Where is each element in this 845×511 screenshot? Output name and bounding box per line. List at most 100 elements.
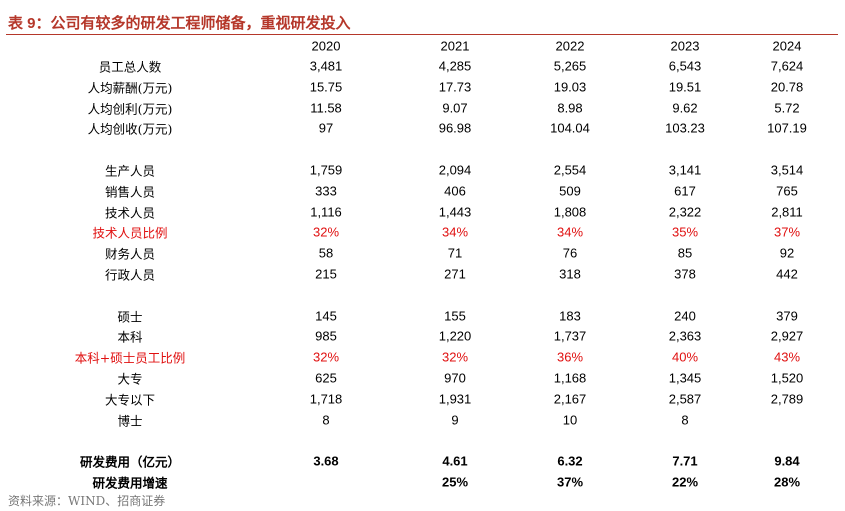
cell-value: 2,811 xyxy=(771,204,803,220)
row-label: 人均薪酬(万元) xyxy=(87,80,173,96)
column-header: 2022 xyxy=(555,38,585,54)
cell-value: 3,141 xyxy=(668,162,702,178)
cell-value: 4.61 xyxy=(442,453,468,469)
cell-value: 2,554 xyxy=(553,162,587,178)
cell-value: 985 xyxy=(315,328,337,344)
title-rule xyxy=(6,34,838,35)
row-label: 生产人员 xyxy=(104,163,156,179)
cell-value: 11.58 xyxy=(310,100,342,116)
row-label: 博士 xyxy=(117,413,143,429)
cell-value: 271 xyxy=(444,266,466,282)
row-label: 员工总人数 xyxy=(98,59,162,75)
cell-value: 3,481 xyxy=(309,58,343,74)
cell-value: 318 xyxy=(559,266,581,282)
cell-value: 92 xyxy=(779,245,795,261)
cell-value: 19.03 xyxy=(553,79,587,95)
cell-value: 1,345 xyxy=(668,370,702,386)
cell-value: 215 xyxy=(315,266,337,282)
cell-value: 40% xyxy=(671,349,699,365)
cell-value: 2,363 xyxy=(668,328,702,344)
cell-value: 2,322 xyxy=(668,204,702,220)
cell-value: 5,265 xyxy=(553,58,587,74)
cell-value: 183 xyxy=(559,308,581,324)
cell-value: 37% xyxy=(556,474,584,490)
cell-value: 1,718 xyxy=(309,391,343,407)
cell-value: 96.98 xyxy=(438,120,472,136)
cell-value: 19.51 xyxy=(668,79,702,95)
cell-value: 509 xyxy=(559,183,581,199)
cell-value: 1,808 xyxy=(553,204,587,220)
cell-value: 2,167 xyxy=(553,391,587,407)
cell-value: 4,285 xyxy=(438,58,472,74)
cell-value: 34% xyxy=(441,224,469,240)
cell-value: 617 xyxy=(674,183,696,199)
cell-value: 1,931 xyxy=(438,391,472,407)
cell-value: 1,220 xyxy=(438,328,472,344)
cell-value: 1,759 xyxy=(309,162,343,178)
row-label: 人均创收(万元) xyxy=(87,121,173,137)
row-label: 研发费用增速 xyxy=(92,475,168,491)
cell-value: 34% xyxy=(556,224,584,240)
cell-value: 22% xyxy=(671,474,699,490)
row-label: 研发费用（亿元） xyxy=(79,454,181,470)
cell-value: 145 xyxy=(315,308,337,324)
cell-value: 32% xyxy=(312,224,340,240)
cell-value: 378 xyxy=(674,266,696,282)
table-title: 表 9：公司有较多的研发工程师储备，重视研发投入 xyxy=(8,15,351,32)
cell-value: 2,927 xyxy=(770,328,804,344)
cell-value: 7,624 xyxy=(770,58,804,74)
cell-value: 32% xyxy=(441,349,469,365)
cell-value: 104.04 xyxy=(550,120,590,136)
cell-value: 32% xyxy=(312,349,340,365)
row-label: 财务人员 xyxy=(104,246,156,262)
cell-value: 10 xyxy=(562,412,578,428)
row-label: 技术人员 xyxy=(104,205,156,221)
cell-value: 6,543 xyxy=(668,58,702,74)
cell-value: 765 xyxy=(776,183,798,199)
row-label: 技术人员比例 xyxy=(92,225,168,241)
cell-value: 442 xyxy=(776,266,798,282)
cell-value: 107.19 xyxy=(767,120,807,136)
cell-value: 20.78 xyxy=(770,79,804,95)
cell-value: 9 xyxy=(451,412,459,428)
cell-value: 6.32 xyxy=(557,453,583,469)
cell-value: 85 xyxy=(677,245,693,261)
cell-value: 8.98 xyxy=(557,100,583,116)
cell-value: 7.71 xyxy=(672,453,698,469)
cell-value: 9.62 xyxy=(672,100,698,116)
cell-value: 1,443 xyxy=(438,204,472,220)
cell-value: 1,168 xyxy=(553,370,587,386)
cell-value: 35% xyxy=(671,224,699,240)
row-label: 本科 xyxy=(117,329,143,345)
cell-value: 406 xyxy=(444,183,466,199)
column-header: 2020 xyxy=(311,38,341,54)
cell-value: 2,587 xyxy=(668,391,702,407)
cell-value: 3,514 xyxy=(770,162,804,178)
cell-value: 970 xyxy=(444,370,466,386)
cell-value: 3.68 xyxy=(313,453,339,469)
cell-value: 2,094 xyxy=(438,162,472,178)
source-note: 资料来源：WIND、招商证券 xyxy=(8,494,166,508)
row-label: 行政人员 xyxy=(104,267,156,283)
cell-value: 9.84 xyxy=(774,453,800,469)
row-label: 硕士 xyxy=(117,309,143,325)
column-header: 2021 xyxy=(440,38,470,54)
cell-value: 2,789 xyxy=(770,391,804,407)
cell-value: 333 xyxy=(315,183,337,199)
cell-value: 9.07 xyxy=(442,100,468,116)
row-label: 本科+硕士员工比例 xyxy=(74,350,186,366)
column-header: 2024 xyxy=(772,38,802,54)
row-label: 销售人员 xyxy=(104,184,156,200)
cell-value: 155 xyxy=(444,308,466,324)
cell-value: 8 xyxy=(322,412,330,428)
column-header: 2023 xyxy=(670,38,700,54)
cell-value: 5.72 xyxy=(774,100,800,116)
cell-value: 17.73 xyxy=(438,79,472,95)
cell-value: 625 xyxy=(315,370,337,386)
cell-value: 103.23 xyxy=(665,120,705,136)
cell-value: 1,520 xyxy=(770,370,804,386)
row-label: 大专以下 xyxy=(104,392,156,408)
cell-value: 36% xyxy=(556,349,584,365)
cell-value: 15.75 xyxy=(309,79,343,95)
